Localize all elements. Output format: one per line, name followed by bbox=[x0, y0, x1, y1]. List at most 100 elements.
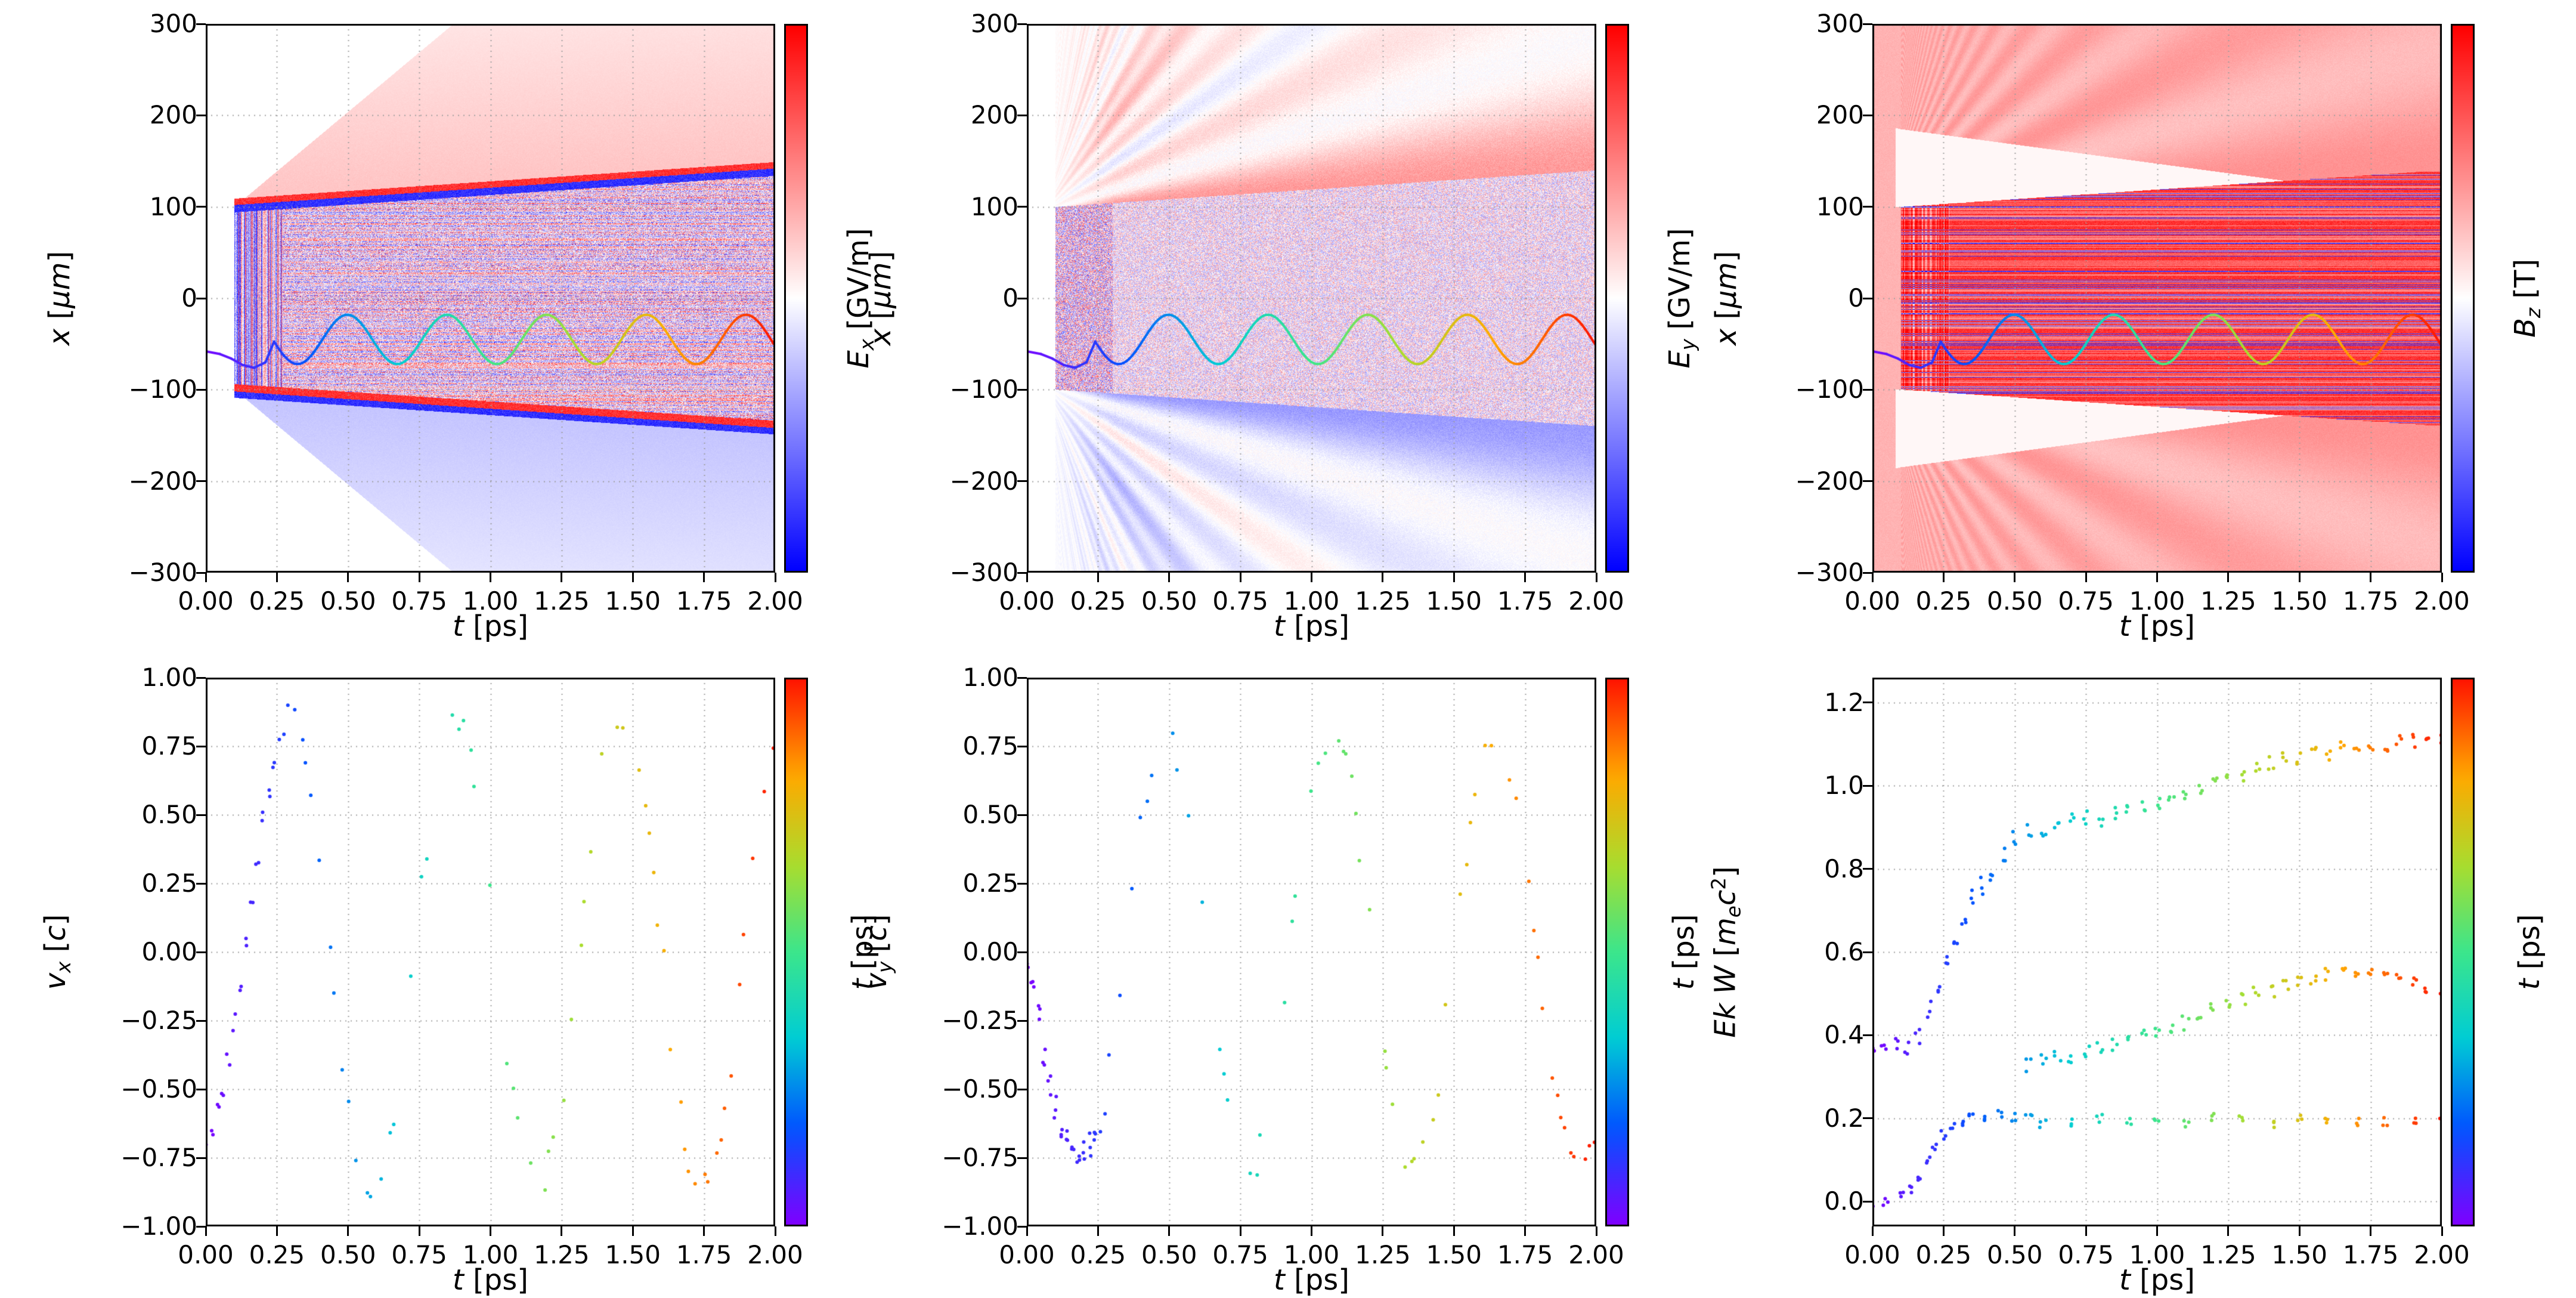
x-axis-tick-label: 1.50 bbox=[1426, 586, 1482, 616]
y-axis-tick-label: 0 bbox=[1848, 283, 1864, 313]
x-axis-tick bbox=[631, 1226, 634, 1236]
label-seg: y bbox=[1677, 339, 1700, 351]
y-axis-tick bbox=[1863, 114, 1872, 116]
y-axis-tick bbox=[196, 206, 206, 208]
y-axis-tick-label: 0.2 bbox=[1824, 1103, 1864, 1133]
y-axis-tick-label: 0.25 bbox=[141, 869, 197, 898]
vx-scatter-colorbar-gradient bbox=[786, 679, 806, 1225]
y-axis-tick bbox=[1863, 784, 1872, 787]
x-axis-tick-label: 0.00 bbox=[999, 1240, 1055, 1269]
vx-scatter-plot-canvas bbox=[206, 678, 775, 1226]
x-axis-tick bbox=[2156, 573, 2158, 582]
x-axis-tick-label: 0.00 bbox=[999, 586, 1055, 616]
y-axis-tick bbox=[1863, 1117, 1872, 1120]
x-axis-tick bbox=[561, 1226, 563, 1236]
x-axis-label: t [ps] bbox=[2119, 1263, 2195, 1297]
y-axis-tick-label: 0.00 bbox=[141, 937, 197, 966]
x-axis-tick bbox=[1871, 573, 1874, 582]
y-axis-label: x [μm] bbox=[864, 251, 897, 345]
x-axis-tick-label: 0.25 bbox=[249, 1240, 305, 1269]
label-seg: [ bbox=[864, 308, 897, 329]
ek-scatter-plot-canvas bbox=[1872, 678, 2442, 1226]
label-seg: B bbox=[2508, 318, 2542, 338]
x-axis-tick-label: 0.25 bbox=[249, 586, 305, 616]
x-axis-tick bbox=[2298, 1226, 2301, 1236]
x-axis-tick-label: 0.00 bbox=[178, 586, 234, 616]
x-axis-tick-label: 0.00 bbox=[178, 1240, 234, 1269]
x-axis-tick-label: 2.00 bbox=[747, 586, 803, 616]
x-axis-tick bbox=[2227, 1226, 2230, 1236]
x-axis-tick bbox=[703, 1226, 705, 1236]
x-axis-tick-label: 0.75 bbox=[2058, 1240, 2114, 1269]
x-axis-label: t [ps] bbox=[453, 1263, 528, 1297]
x-axis-tick bbox=[275, 573, 278, 582]
y-axis-tick bbox=[1017, 1019, 1027, 1022]
x-axis-tick-label: 1.50 bbox=[2271, 586, 2327, 616]
label-seg: t bbox=[1273, 610, 1285, 643]
label-seg: ] bbox=[38, 914, 72, 926]
x-axis-tick bbox=[2014, 1226, 2016, 1236]
ey-field-map-plot-canvas bbox=[1027, 24, 1596, 573]
y-axis-tick bbox=[1017, 388, 1027, 391]
y-axis-tick-label: −200 bbox=[128, 466, 197, 496]
x-axis-tick-label: 2.00 bbox=[747, 1240, 803, 1269]
x-axis-tick-label: 1.50 bbox=[605, 586, 661, 616]
y-axis-tick-label: 0 bbox=[1002, 283, 1018, 313]
x-axis-tick bbox=[1026, 573, 1028, 582]
x-axis-tick bbox=[703, 573, 705, 582]
y-axis-tick-label: 0.75 bbox=[962, 731, 1018, 761]
bz-field-map-colorbar bbox=[2451, 24, 2475, 573]
x-axis-tick-label: 0.75 bbox=[391, 1240, 447, 1269]
y-axis-tick-label: −200 bbox=[1795, 466, 1864, 496]
y-axis-label: x [μm] bbox=[43, 251, 76, 345]
y-axis-tick-label: 0.50 bbox=[962, 800, 1018, 829]
y-axis-tick-label: 0.0 bbox=[1824, 1186, 1864, 1216]
x-axis-tick-label: 1.50 bbox=[2271, 1240, 2327, 1269]
y-axis-tick bbox=[196, 23, 206, 25]
y-axis-tick bbox=[1863, 388, 1872, 391]
x-axis-tick-label: 1.00 bbox=[1283, 1240, 1340, 1269]
x-axis-tick-label: 1.25 bbox=[2200, 1240, 2256, 1269]
y-axis-tick bbox=[1017, 297, 1027, 299]
y-axis-tick bbox=[196, 1157, 206, 1159]
label-seg: v bbox=[859, 973, 893, 990]
x-axis-tick bbox=[1097, 1226, 1099, 1236]
y-axis-tick bbox=[1017, 1225, 1027, 1228]
y-axis-tick-label: 1.00 bbox=[141, 663, 197, 692]
label-seg: t bbox=[2513, 978, 2546, 990]
x-axis-tick bbox=[1524, 1226, 1527, 1236]
label-seg: μm bbox=[864, 262, 897, 308]
label-seg: ] bbox=[43, 251, 76, 262]
x-axis-tick-label: 1.25 bbox=[534, 1240, 590, 1269]
y-axis-tick bbox=[1017, 814, 1027, 816]
x-axis-tick bbox=[347, 573, 349, 582]
bz-field-map-colorbar-gradient bbox=[2453, 26, 2473, 571]
label-seg: [ bbox=[43, 308, 76, 329]
x-axis-tick-label: 1.75 bbox=[1497, 586, 1553, 616]
x-axis-tick-label: 1.25 bbox=[534, 586, 590, 616]
y-axis-tick-label: −200 bbox=[949, 466, 1018, 496]
y-axis-label: x [μm] bbox=[1710, 251, 1743, 345]
y-axis-tick-label: −100 bbox=[128, 375, 197, 404]
y-axis-tick bbox=[1863, 571, 1872, 574]
label-seg: 2 bbox=[1707, 877, 1730, 890]
label-seg: [T] bbox=[2508, 258, 2542, 308]
label-seg: [ps] bbox=[463, 610, 529, 643]
y-axis-tick bbox=[1017, 571, 1027, 574]
label-seg: z bbox=[2522, 307, 2546, 319]
x-axis-tick-label: 1.75 bbox=[2342, 586, 2399, 616]
x-axis-tick bbox=[2156, 1226, 2158, 1236]
label-seg: t bbox=[2119, 1263, 2131, 1297]
y-axis-tick-label: −1.00 bbox=[942, 1212, 1018, 1241]
x-axis-tick-label: 1.25 bbox=[2200, 586, 2256, 616]
label-seg: e bbox=[1722, 905, 1745, 918]
x-axis-tick-label: 0.75 bbox=[1212, 1240, 1268, 1269]
y-axis-tick bbox=[1017, 114, 1027, 116]
x-axis-tick-label: 0.25 bbox=[1070, 586, 1126, 616]
x-axis-tick bbox=[2227, 573, 2230, 582]
y-axis-tick-label: −100 bbox=[1795, 375, 1864, 404]
y-axis-tick-label: 0.6 bbox=[1824, 937, 1864, 966]
y-axis-tick bbox=[1863, 480, 1872, 483]
label-seg: E bbox=[841, 350, 875, 369]
ex-field-map-plot-canvas bbox=[206, 24, 775, 573]
